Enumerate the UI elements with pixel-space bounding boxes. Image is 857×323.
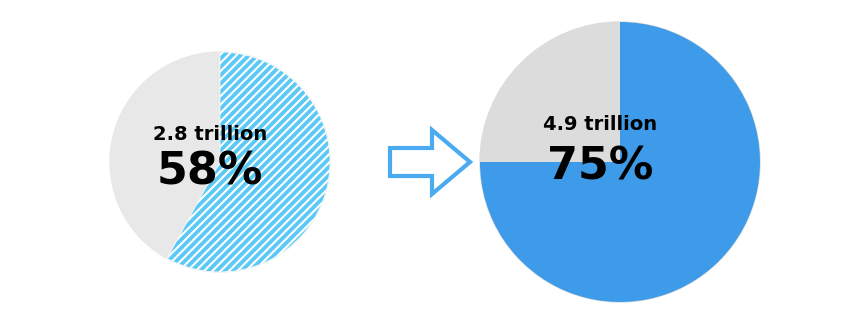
Text: 4.9 trillion: 4.9 trillion <box>543 114 657 133</box>
Text: 58%: 58% <box>157 151 263 193</box>
Wedge shape <box>480 22 760 302</box>
Text: 75%: 75% <box>547 145 653 189</box>
Text: 2.8 trillion: 2.8 trillion <box>153 124 267 143</box>
Circle shape <box>480 22 760 302</box>
Wedge shape <box>167 52 330 272</box>
Circle shape <box>110 52 330 272</box>
Polygon shape <box>390 130 470 194</box>
